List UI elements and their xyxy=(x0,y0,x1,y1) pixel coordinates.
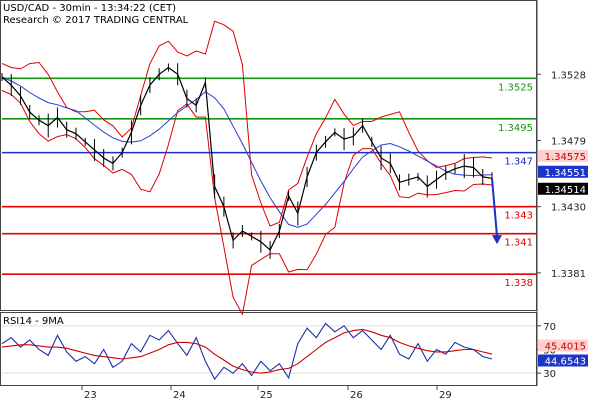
rsi-ma-line xyxy=(1,328,493,374)
y-tick-label: 1.3430 xyxy=(551,203,586,214)
price-tag-2: 1.34514 xyxy=(545,185,586,196)
y-tick-label: 1.3381 xyxy=(551,269,586,280)
x-axis-ticks: 23 24 25 26 29 xyxy=(81,386,452,400)
value-tags: 1.34575 1.34551 1.34514 45.4015 44.6543 xyxy=(538,149,588,368)
chart-copyright: Research © 2017 TRADING CENTRAL xyxy=(3,15,189,26)
level-label-2: 1.347 xyxy=(504,157,533,168)
moving-average-line xyxy=(1,76,493,228)
forecast-arrow-shaft xyxy=(491,178,498,237)
rsi-line xyxy=(1,322,493,381)
chart-title: USD/CAD - 30min - 13:34:22 (CET) xyxy=(3,3,176,14)
indicator-lines xyxy=(1,20,493,316)
level-label-0: 1.3525 xyxy=(498,82,533,93)
forecast-arrow-group xyxy=(491,178,502,245)
x-tick-label: 29 xyxy=(439,390,452,400)
level-label-3: 1.343 xyxy=(504,211,533,222)
x-tick-label: 23 xyxy=(84,390,97,400)
price-tag-0-bg xyxy=(538,149,588,162)
price-tag-1-bg xyxy=(538,165,588,178)
rsi-tag-0: 45.4015 xyxy=(545,342,586,353)
price-line xyxy=(1,66,493,251)
x-tick-label: 26 xyxy=(350,390,363,400)
x-tick-label: 25 xyxy=(260,390,273,400)
price-tag-1: 1.34551 xyxy=(545,168,586,179)
support-resistance-levels: 1.3525 1.3495 1.347 1.343 1.341 1.338 xyxy=(2,77,536,289)
rsi-tag-1: 44.6543 xyxy=(545,357,586,368)
bollinger-lower-line xyxy=(1,90,493,316)
rsi-tick-label: 30 xyxy=(543,369,556,380)
price-panel-frame xyxy=(0,0,537,311)
rsi-panel-frame xyxy=(0,312,537,386)
rsi-tick-label: 70 xyxy=(543,322,556,333)
rsi-tag-0-bg xyxy=(538,339,588,352)
level-label-5: 1.338 xyxy=(504,278,533,289)
rsi-lines xyxy=(1,322,536,381)
bollinger-upper-line xyxy=(1,20,493,227)
rsi-tag-1-bg xyxy=(538,354,588,367)
price-line-group xyxy=(1,63,493,259)
level-label-4: 1.341 xyxy=(504,238,533,249)
y-tick-label: 1.3528 xyxy=(551,70,586,81)
price-tag-0: 1.34575 xyxy=(545,152,586,163)
level-label-1: 1.3495 xyxy=(498,123,533,134)
x-tick-label: 24 xyxy=(173,390,186,400)
price-tag-2-bg xyxy=(538,182,588,195)
y-tick-label: 1.3479 xyxy=(551,136,586,147)
rsi-title: RSI14 - 9MA xyxy=(3,316,64,327)
forecast-arrow-head xyxy=(492,235,502,245)
